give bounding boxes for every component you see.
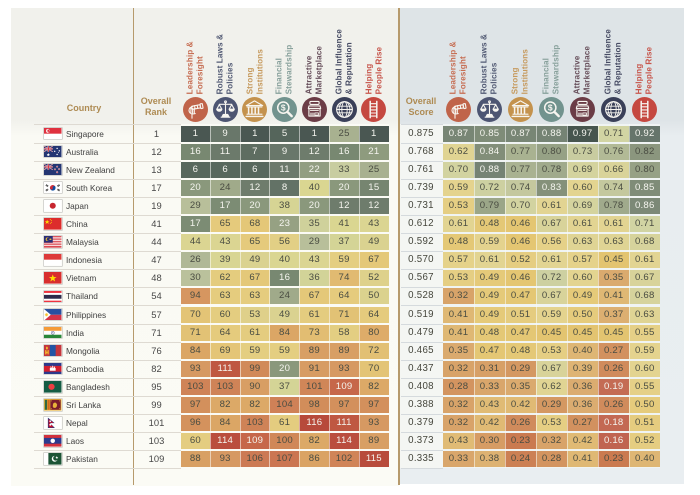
svg-text:$: $ bbox=[548, 102, 553, 112]
svg-text:$: $ bbox=[281, 102, 286, 112]
